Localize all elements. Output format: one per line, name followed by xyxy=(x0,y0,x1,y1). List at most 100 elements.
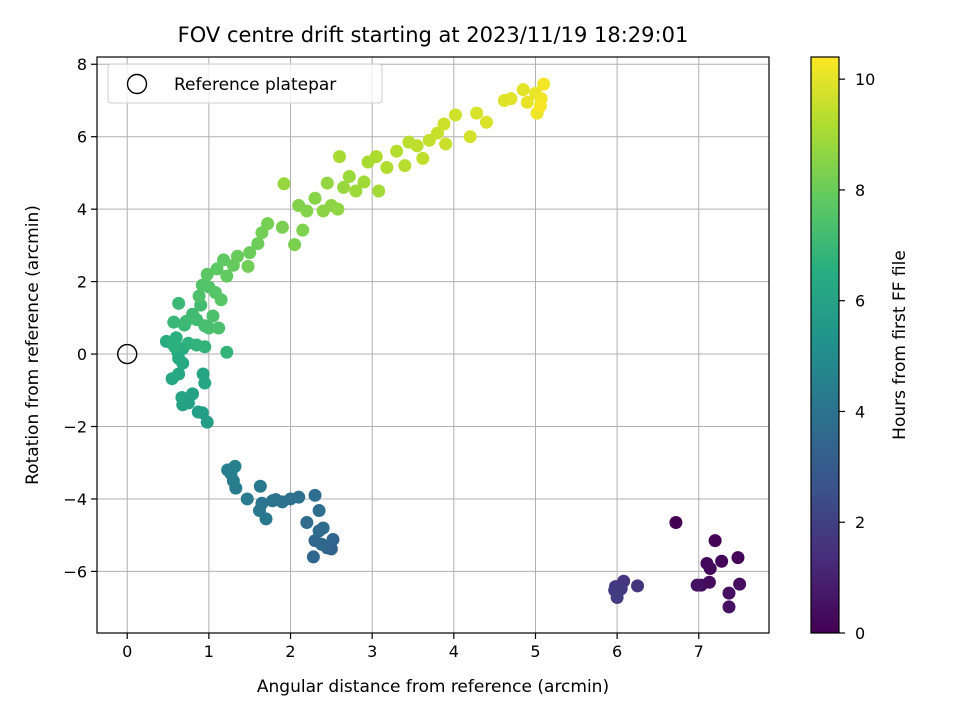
data-point xyxy=(369,150,383,164)
data-point xyxy=(172,367,186,381)
data-point xyxy=(308,191,322,205)
x-tick-label: 2 xyxy=(285,642,295,661)
plot-frame xyxy=(96,56,770,634)
colorbar: 0 2 4 6 8 10 Hours from first FF file xyxy=(810,56,910,643)
data-point xyxy=(437,117,451,131)
x-axis-ticks: 0 1 2 3 4 5 6 7 xyxy=(122,633,704,661)
x-tick-label: 0 xyxy=(122,642,132,661)
legend-label-reference-platepar: Reference platepar xyxy=(174,75,336,95)
data-point xyxy=(631,579,645,593)
data-point xyxy=(210,262,224,276)
data-point xyxy=(722,586,736,600)
y-tick-label: 0 xyxy=(77,345,87,364)
data-point xyxy=(220,269,234,283)
data-point xyxy=(504,92,518,106)
data-point xyxy=(212,321,226,335)
data-point xyxy=(708,534,722,548)
x-tick-label: 6 xyxy=(612,642,622,661)
data-point xyxy=(206,309,220,323)
colorbar-tick-label: 6 xyxy=(855,292,865,311)
data-point xyxy=(470,106,484,120)
data-point xyxy=(520,95,534,109)
data-point xyxy=(251,237,265,251)
data-point xyxy=(240,492,254,506)
data-point xyxy=(326,533,340,547)
data-point xyxy=(198,340,212,354)
legend-box xyxy=(107,63,383,104)
data-point xyxy=(300,516,314,530)
data-point xyxy=(277,177,291,191)
data-point xyxy=(288,238,302,252)
data-point xyxy=(230,249,244,263)
y-tick-label: −6 xyxy=(63,562,87,581)
data-point xyxy=(228,459,242,473)
data-point xyxy=(275,220,289,234)
data-point xyxy=(439,137,453,151)
x-tick-label: 4 xyxy=(449,642,459,661)
data-points xyxy=(159,77,747,614)
data-point xyxy=(191,405,205,419)
data-point xyxy=(430,126,444,140)
data-point xyxy=(312,504,326,518)
data-point xyxy=(200,267,214,281)
data-point xyxy=(220,345,234,359)
data-point xyxy=(243,246,257,260)
colorbar-ticks: 0 2 4 6 8 10 xyxy=(839,70,875,643)
data-point xyxy=(186,387,200,401)
data-point xyxy=(463,130,477,144)
colorbar-tick-label: 4 xyxy=(855,402,865,421)
data-point xyxy=(261,217,275,231)
reference-platepar-marker xyxy=(117,343,138,365)
data-point xyxy=(516,83,530,97)
y-tick-label: −2 xyxy=(63,418,87,437)
x-axis-label: Angular distance from reference (arcmin) xyxy=(257,677,609,697)
data-point xyxy=(733,577,747,591)
legend: Reference platepar xyxy=(107,63,383,104)
data-point xyxy=(308,488,322,502)
data-point xyxy=(331,202,345,216)
x-tick-label: 5 xyxy=(530,642,540,661)
data-point xyxy=(669,516,683,530)
data-point xyxy=(202,321,216,335)
x-tick-label: 7 xyxy=(694,642,704,661)
colorbar-label: Hours from first FF file xyxy=(890,250,910,440)
data-point xyxy=(320,176,334,190)
data-point xyxy=(333,150,347,164)
data-point xyxy=(253,479,267,493)
data-point xyxy=(300,204,314,218)
data-point xyxy=(167,315,181,329)
data-point xyxy=(533,99,547,113)
data-point xyxy=(259,512,273,526)
y-tick-label: 4 xyxy=(77,200,87,219)
y-axis-label: Rotation from reference (arcmin) xyxy=(23,205,43,485)
data-point xyxy=(172,296,186,310)
colorbar-tick-label: 0 xyxy=(855,624,865,643)
data-point xyxy=(410,139,424,153)
colorbar-tick-label: 8 xyxy=(855,181,865,200)
y-tick-label: 8 xyxy=(77,55,87,74)
data-point xyxy=(357,175,371,189)
colorbar-tick-label: 10 xyxy=(855,70,875,89)
x-tick-label: 1 xyxy=(204,642,214,661)
colorbar-gradient xyxy=(810,56,840,634)
data-point xyxy=(192,289,206,303)
data-point xyxy=(342,170,356,184)
y-tick-label: 6 xyxy=(77,128,87,147)
data-point xyxy=(316,521,330,535)
data-point xyxy=(479,115,493,129)
data-point xyxy=(315,537,329,551)
data-point xyxy=(537,77,551,91)
data-point xyxy=(448,108,462,122)
data-point xyxy=(349,184,363,198)
x-tick-label: 3 xyxy=(367,642,377,661)
data-point xyxy=(175,391,189,405)
y-axis-ticks: −6 −4 −2 0 2 4 6 8 xyxy=(63,55,97,581)
data-point xyxy=(715,554,729,568)
data-point xyxy=(306,550,320,564)
data-point xyxy=(390,144,404,158)
data-point xyxy=(398,159,412,173)
y-tick-label: 2 xyxy=(77,273,87,292)
data-point xyxy=(380,160,394,174)
